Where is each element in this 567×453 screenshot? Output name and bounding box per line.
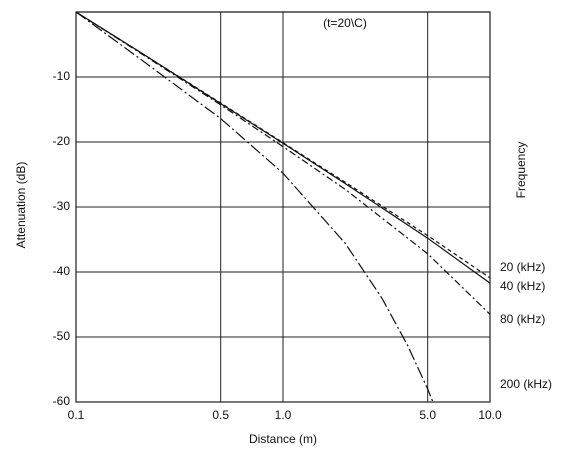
series-label: 80 (kHz)	[500, 312, 545, 326]
x-tick-label: 0.1	[68, 408, 85, 422]
x-tick-label: 1.0	[275, 408, 292, 422]
y-tick-label: -10	[53, 69, 71, 83]
y-tick-label: -30	[53, 199, 71, 213]
y-axis-label: Attenuation (dB)	[14, 162, 28, 249]
chart: (t=20\C) Distance (m) Attenuation (dB) F…	[0, 0, 567, 453]
series-label: 200 (kHz)	[500, 377, 552, 391]
series-label: 20 (kHz)	[500, 260, 545, 274]
y-tick-label: -20	[53, 134, 71, 148]
x-tick-label: 10.0	[478, 408, 502, 422]
x-axis-label: Distance (m)	[249, 432, 317, 446]
legend-title: Frequency	[514, 142, 528, 199]
series-label: 40 (kHz)	[500, 279, 545, 293]
x-tick-label: 5.0	[419, 408, 436, 422]
x-tick-label: 0.5	[212, 408, 229, 422]
y-tick-label: -40	[53, 264, 71, 278]
y-tick-label: -50	[53, 329, 71, 343]
y-tick-label: -60	[53, 394, 71, 408]
annotation: (t=20\C)	[323, 16, 367, 30]
